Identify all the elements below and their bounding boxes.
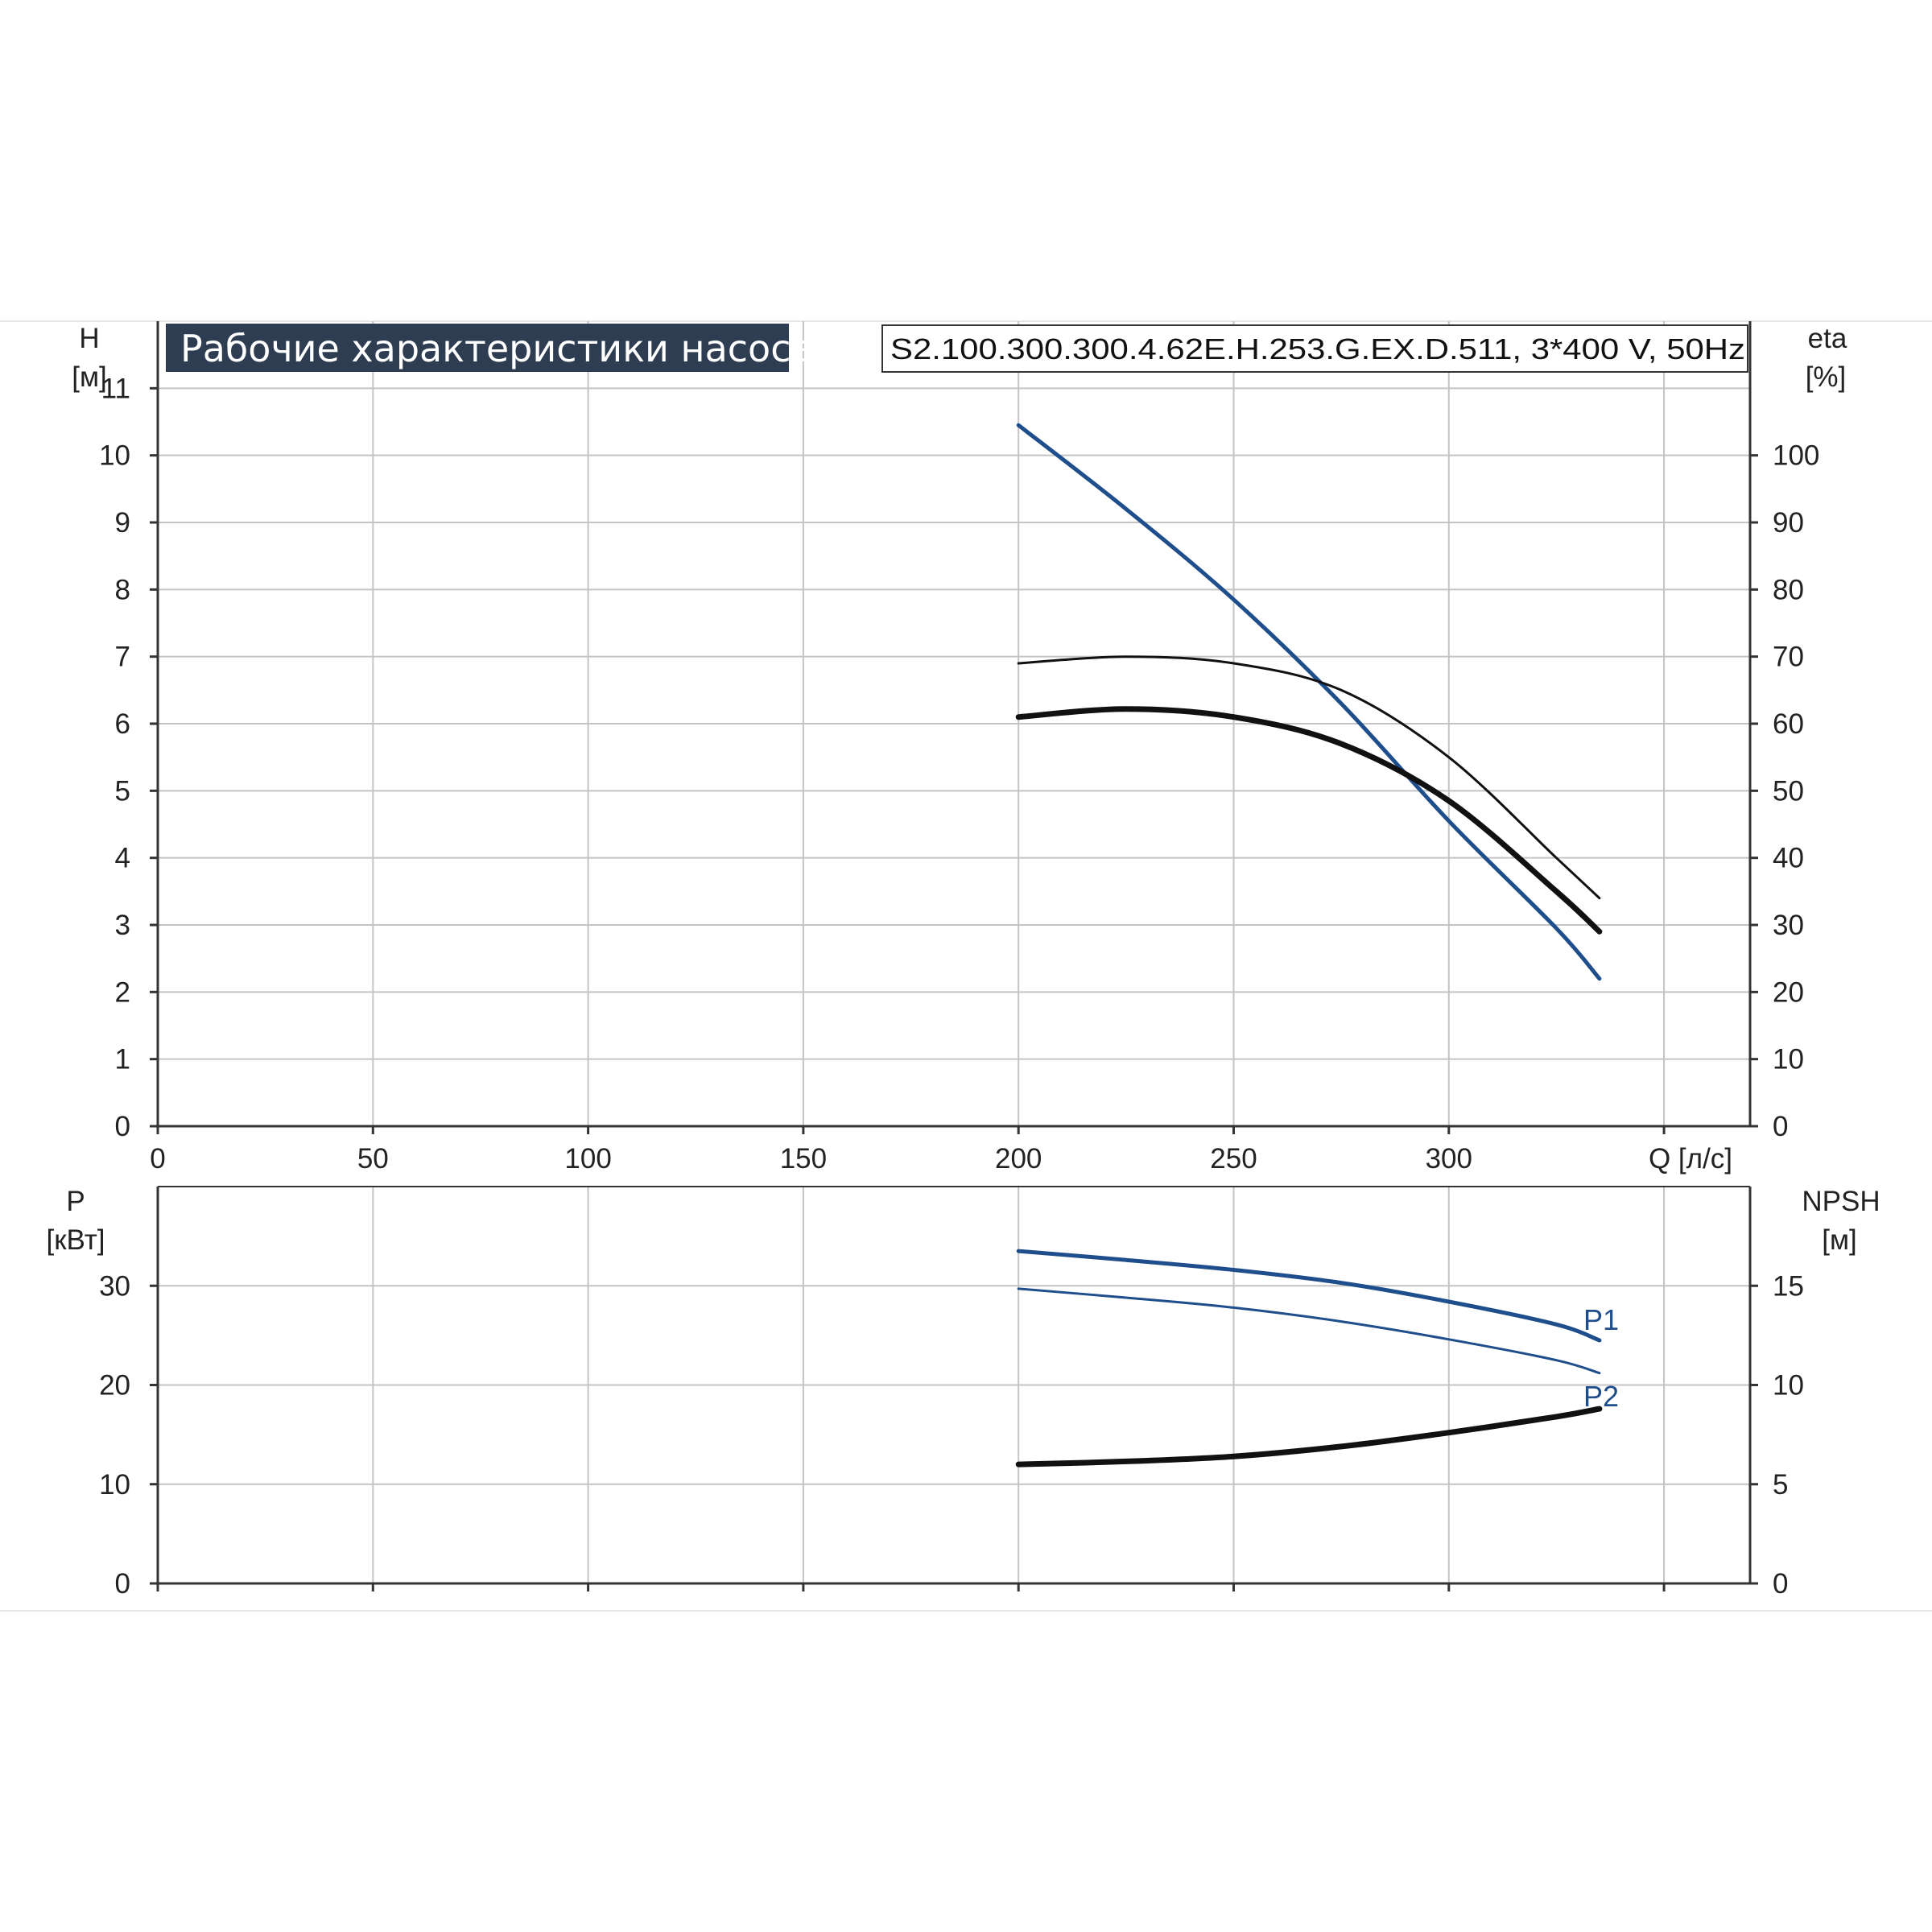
right-tick-label: 90 [1773, 507, 1804, 539]
right-tick-label: 50 [1773, 775, 1804, 807]
right-axis-unit-bottom: [м] [1822, 1224, 1857, 1256]
x-tick-label: 0 [150, 1143, 165, 1174]
right-tick-label: 0 [1773, 1111, 1788, 1142]
left-tick-label: 2 [115, 976, 130, 1008]
curve-top-0 [1016, 423, 1602, 981]
right-tick-label: 10 [1773, 1370, 1804, 1402]
right-tick-label: 80 [1773, 574, 1804, 605]
x-tick-label: 250 [1210, 1143, 1257, 1174]
title-box [166, 324, 789, 372]
x-tick-label: 50 [357, 1143, 389, 1174]
left-tick-label: 3 [115, 910, 130, 941]
left-tick-label: 8 [115, 574, 130, 605]
left-tick-label: 11 [101, 373, 130, 404]
x-tick-label: 100 [564, 1143, 611, 1174]
left-tick-label: 5 [115, 775, 130, 807]
curve-bottom-2 [1015, 1406, 1603, 1468]
data-series [1015, 423, 1603, 1468]
right-tick-label: 20 [1773, 976, 1804, 1008]
right-tick-label: 100 [1773, 440, 1819, 472]
left-axis-label-top: H [79, 323, 99, 354]
right-tick-label: 5 [1773, 1469, 1788, 1501]
curve-p1 [1016, 1249, 1602, 1343]
right-tick-label: 30 [1773, 910, 1804, 941]
left-tick-label: 0 [115, 1111, 130, 1142]
curve-top-1 [1017, 655, 1601, 900]
curve-p2 [1017, 1287, 1601, 1375]
right-axis-label-bottom: NPSH [1802, 1186, 1880, 1217]
left-axis-label-bottom: P [66, 1186, 85, 1217]
left-tick-label: 1 [115, 1044, 130, 1075]
left-axis-unit-bottom: [кВт] [47, 1224, 105, 1256]
right-tick-label: 10 [1773, 1044, 1804, 1075]
x-tick-label: 150 [780, 1143, 827, 1174]
left-tick-label: 9 [115, 507, 130, 539]
right-axis-unit-top: [%] [1806, 361, 1847, 393]
right-tick-label: 0 [1773, 1568, 1788, 1600]
left-tick-label: 10 [99, 440, 130, 472]
right-tick-label: 60 [1773, 708, 1804, 740]
left-tick-label: 30 [99, 1270, 130, 1302]
left-tick-label: 10 [99, 1469, 130, 1501]
left-tick-label: 7 [115, 642, 130, 673]
x-tick-label: 200 [995, 1143, 1042, 1174]
grid-lines [158, 321, 1750, 1583]
axes [150, 321, 1758, 1591]
x-axis-unit: Q [л/с] [1649, 1143, 1732, 1174]
series-label-p2: P2 [1583, 1380, 1619, 1413]
right-axis-label-top: eta [1808, 323, 1847, 354]
left-tick-label: 0 [115, 1568, 130, 1600]
left-tick-label: 4 [115, 843, 130, 874]
x-tick-label: 300 [1426, 1143, 1472, 1174]
right-tick-label: 40 [1773, 843, 1804, 874]
right-tick-label: 70 [1773, 642, 1804, 673]
left-axis-unit-top: [м] [72, 361, 107, 393]
model-box [881, 324, 1748, 373]
curve-top-2 [1015, 706, 1603, 935]
left-tick-label: 6 [115, 708, 130, 740]
left-tick-label: 20 [99, 1370, 130, 1402]
right-tick-label: 15 [1773, 1270, 1804, 1302]
series-label-p1: P1 [1583, 1303, 1619, 1336]
chart-title: Рабочие характеристики насоса [180, 327, 814, 370]
model-label: S2.100.300.300.4.62E.H.253.G.EX.D.511, 3… [890, 332, 1745, 365]
